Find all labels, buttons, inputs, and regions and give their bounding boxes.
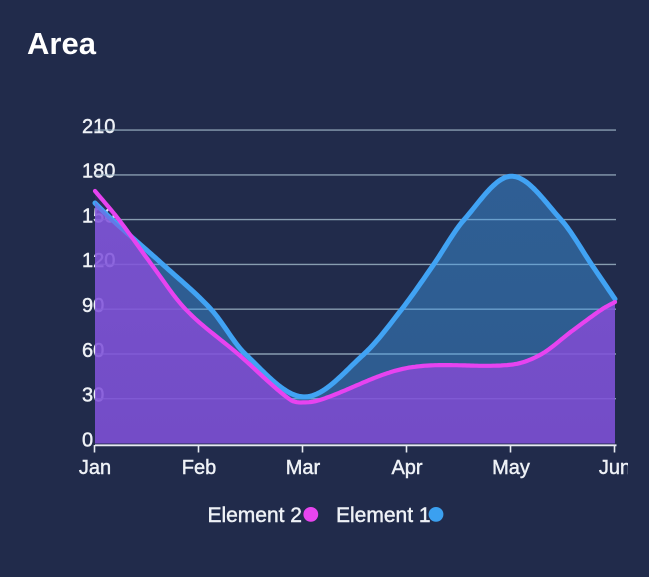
svg-text:Jan: Jan — [79, 457, 111, 479]
svg-text:Feb: Feb — [182, 457, 216, 479]
svg-text:Element 1: Element 1 — [336, 504, 431, 527]
svg-text:0: 0 — [82, 429, 93, 451]
svg-text:Element 2: Element 2 — [207, 504, 302, 527]
svg-text:Jun: Jun — [599, 457, 631, 479]
svg-text:May: May — [492, 457, 530, 479]
svg-text:Area: Area — [27, 26, 97, 61]
svg-text:Apr: Apr — [391, 457, 422, 479]
svg-text:180: 180 — [82, 161, 115, 183]
svg-text:210: 210 — [82, 116, 115, 138]
svg-text:Mar: Mar — [286, 457, 321, 479]
